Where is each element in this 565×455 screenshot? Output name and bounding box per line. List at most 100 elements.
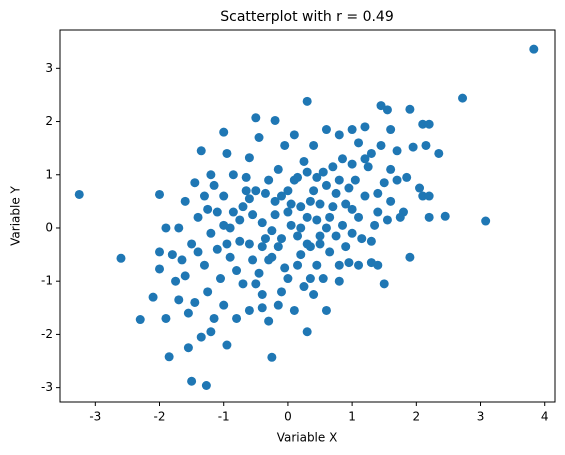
scatter-point <box>273 164 283 174</box>
scatter-point <box>392 146 402 156</box>
x-tick-label: -2 <box>154 410 166 424</box>
scatter-point <box>366 148 376 158</box>
scatter-point <box>196 146 206 156</box>
scatter-point <box>354 260 364 270</box>
scatter-point <box>148 292 158 302</box>
scatter-point <box>376 140 386 150</box>
scatter-point <box>260 234 270 244</box>
scatter-point <box>376 101 386 111</box>
scatter-point <box>302 239 312 249</box>
scatter-point <box>135 315 145 325</box>
scatter-point <box>260 188 270 198</box>
scatter-point <box>337 154 347 164</box>
scatter-point <box>302 96 312 106</box>
scatter-point <box>373 207 383 217</box>
x-tick-label: 4 <box>541 410 549 424</box>
scatter-point <box>244 305 254 315</box>
scatter-point <box>392 175 402 185</box>
scatter-point <box>408 142 418 152</box>
scatter-point <box>360 191 370 201</box>
scatter-point <box>251 113 261 123</box>
scatter-point <box>270 115 280 125</box>
scatter-point <box>238 279 248 289</box>
scatter-point <box>222 239 232 249</box>
scatter-point <box>318 274 328 284</box>
x-tick-label: 1 <box>348 410 356 424</box>
scatter-point <box>309 140 319 150</box>
x-axis-label: Variable X <box>277 431 338 445</box>
scatter-point <box>325 212 335 222</box>
scatter-point <box>203 287 213 297</box>
y-tick-label: 2 <box>45 114 53 128</box>
scatter-point <box>251 279 261 289</box>
scatter-point <box>370 220 380 230</box>
scatter-point <box>270 196 280 206</box>
scatter-point <box>379 178 389 188</box>
scatter-point <box>334 276 344 286</box>
scatter-point <box>248 210 258 220</box>
scatter-point <box>225 252 235 262</box>
scatter-point <box>206 228 216 238</box>
scatter-point <box>386 125 396 135</box>
scatter-point <box>344 183 354 193</box>
scatter-point <box>305 274 315 284</box>
scatter-point <box>440 211 450 221</box>
scatter-point <box>190 178 200 188</box>
y-tick-label: 0 <box>45 220 53 234</box>
scatter-point <box>219 300 229 310</box>
scatter-point <box>164 352 174 362</box>
scatter-point <box>183 308 193 318</box>
scatter-point <box>199 260 209 270</box>
scatter-point <box>235 215 245 225</box>
scatter-point <box>405 104 415 114</box>
scatter-point <box>293 172 303 182</box>
scatter-point <box>382 215 392 225</box>
y-tick-label: -1 <box>41 274 53 288</box>
scatter-point <box>180 271 190 281</box>
scatter-point <box>424 119 434 129</box>
scatter-point <box>321 180 331 190</box>
scatter-point <box>395 212 405 222</box>
scatter-point <box>257 218 267 228</box>
scatter-point <box>312 172 322 182</box>
scatter-point <box>302 167 312 177</box>
scatter-point <box>379 279 389 289</box>
scatter-point <box>206 170 216 180</box>
scatter-point <box>328 162 338 172</box>
scatter-point <box>293 231 303 241</box>
scatter-point <box>341 199 351 209</box>
scatter-point <box>321 305 331 315</box>
scatter-point <box>357 234 367 244</box>
scatter-point <box>235 236 245 246</box>
scatter-point <box>347 228 357 238</box>
scatter-point <box>267 352 277 362</box>
scatter-point <box>344 258 354 268</box>
scatter-point <box>481 216 491 226</box>
scatter-point <box>174 295 184 305</box>
scatter-point <box>283 186 293 196</box>
scatter-point <box>193 247 203 257</box>
scatter-point <box>216 274 226 284</box>
scatter-point <box>196 332 206 342</box>
scatter-point <box>312 260 322 270</box>
scatter-point <box>418 191 428 201</box>
scatter-point <box>337 220 347 230</box>
scatter-point <box>171 276 181 286</box>
scatter-point <box>315 199 325 209</box>
scatter-point <box>302 327 312 337</box>
scatter-point <box>341 242 351 252</box>
scatter-point <box>321 223 331 233</box>
y-tick-label: 1 <box>45 167 53 181</box>
scatter-point <box>273 242 283 252</box>
scatter-point <box>315 231 325 241</box>
scatter-point <box>254 268 264 278</box>
x-tick-label: 3 <box>477 410 485 424</box>
scatter-point <box>212 244 222 254</box>
y-axis-label: Variable Y <box>9 185 23 245</box>
scatter-point <box>161 223 171 233</box>
scatter-point <box>212 207 222 217</box>
scatter-point <box>270 210 280 220</box>
scatter-point <box>434 148 444 158</box>
scatter-point <box>529 44 539 54</box>
scatter-point <box>299 282 309 292</box>
